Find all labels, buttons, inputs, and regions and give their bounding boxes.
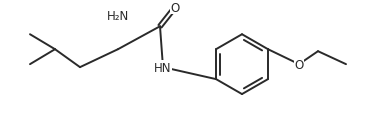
Text: O: O	[171, 2, 180, 15]
Text: H₂N: H₂N	[107, 10, 129, 23]
Text: O: O	[294, 58, 304, 71]
Text: HN: HN	[154, 61, 172, 74]
